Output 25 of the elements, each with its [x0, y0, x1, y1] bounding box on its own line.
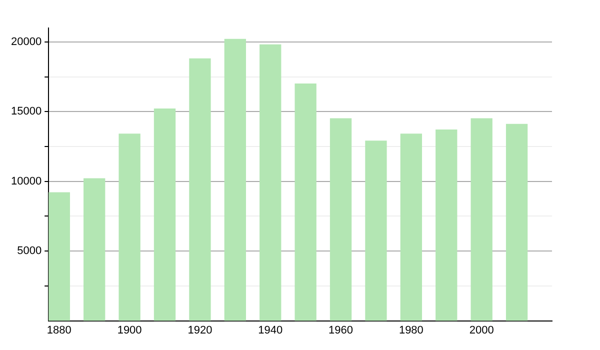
y-tick-label: 20000	[10, 36, 42, 48]
bar	[189, 58, 211, 321]
bar	[436, 129, 458, 321]
y-tick-label: 15000	[10, 106, 42, 118]
x-tick-label: 1980	[398, 324, 424, 336]
x-tick-label: 1880	[46, 324, 72, 336]
bar	[506, 124, 528, 321]
bar	[260, 44, 282, 321]
bar	[224, 38, 246, 321]
bar	[48, 192, 70, 321]
bar	[154, 108, 176, 321]
bar	[365, 140, 387, 321]
x-tick-label: 2000	[469, 324, 494, 336]
bar	[330, 118, 352, 321]
x-tick-label: 1920	[188, 324, 212, 336]
bar	[400, 134, 422, 321]
y-tick-label: 5000	[17, 245, 42, 258]
bar	[470, 118, 492, 321]
x-tick-label: 1960	[328, 324, 354, 336]
bar	[84, 178, 106, 321]
bar	[118, 134, 140, 321]
bar	[294, 83, 316, 321]
y-tick-label: 10000	[10, 175, 42, 188]
x-tick-label: 1940	[258, 324, 283, 336]
x-tick-label: 1900	[117, 324, 142, 336]
